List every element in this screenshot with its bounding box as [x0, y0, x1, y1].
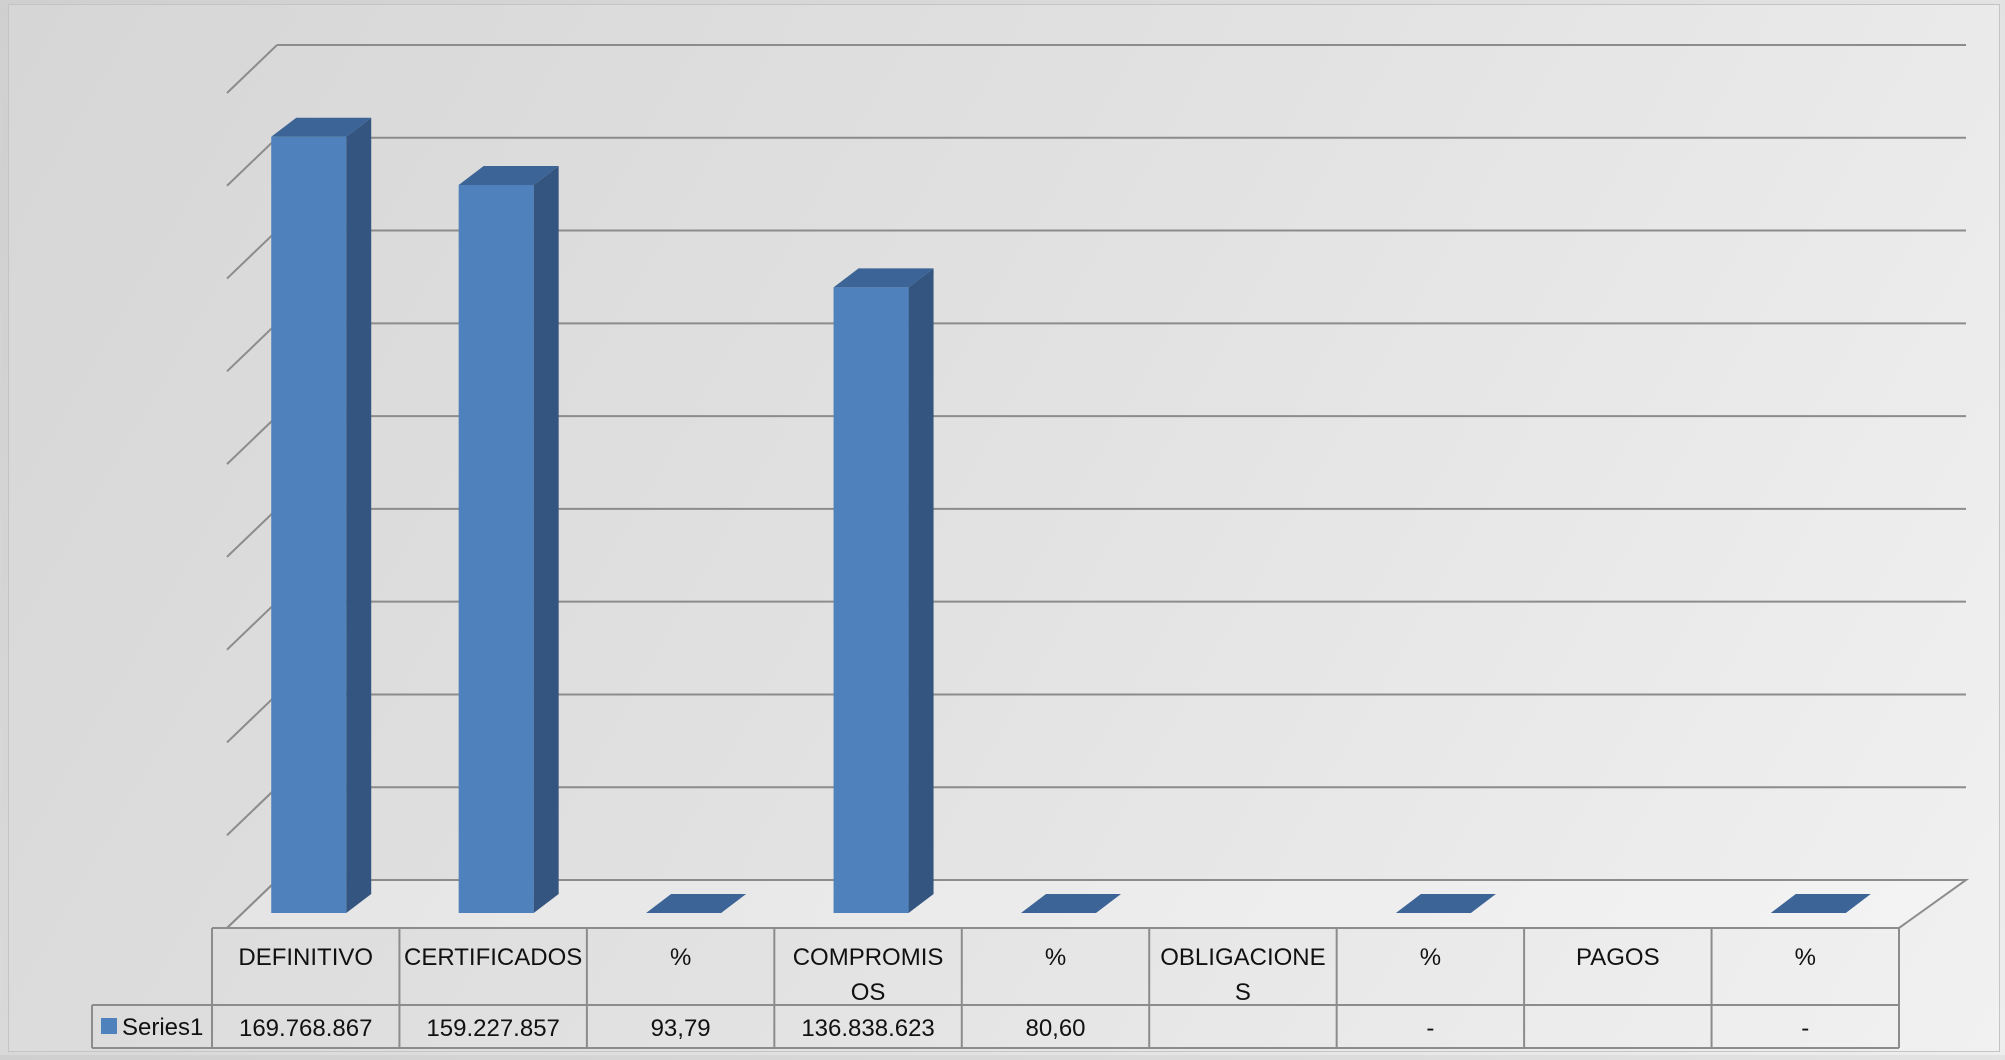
category-label: CERTIFICADOS: [404, 944, 582, 971]
category-label: %: [1045, 944, 1066, 971]
bar: [834, 268, 934, 913]
category-label: DEFINITIVO: [238, 944, 373, 971]
bar-side: [346, 118, 371, 913]
data-label: 93,79: [651, 1015, 711, 1042]
legend-key: [101, 1018, 117, 1034]
category-label: PAGOS: [1576, 944, 1660, 971]
category-label: %: [670, 944, 691, 971]
bar-side: [534, 166, 559, 913]
data-label: 169.768.867: [239, 1015, 372, 1042]
data-label: 136.838.623: [801, 1015, 934, 1042]
bar-front: [459, 185, 534, 913]
bar: [459, 166, 559, 913]
bar-front: [834, 287, 909, 913]
gridline-depth: [227, 231, 277, 279]
bar-front: [271, 137, 346, 913]
chart-area: DEFINITIVO CERTIFICADOS% COMPROMIS OS% OBLIG…: [8, 4, 2000, 1052]
bar: [271, 118, 371, 913]
gridline-depth: [227, 602, 277, 650]
category-label: COMPROMIS: [793, 944, 944, 971]
category-label: OS: [851, 979, 886, 1006]
gridline-depth: [227, 509, 277, 557]
category-label: %: [1420, 944, 1441, 971]
data-label: -: [1426, 1015, 1434, 1042]
data-label: 80,60: [1025, 1015, 1085, 1042]
bars: [271, 118, 1871, 913]
bar-side: [909, 268, 934, 913]
data-table: DEFINITIVO CERTIFICADOS% COMPROMIS OS% OBLIG…: [92, 928, 1899, 1048]
category-label: %: [1795, 944, 1816, 971]
gridline-depth: [227, 787, 277, 835]
category-label: S: [1235, 979, 1251, 1006]
data-label: -: [1801, 1015, 1809, 1042]
gridline-depth: [227, 45, 277, 93]
series-name: Series1: [122, 1014, 203, 1041]
gridline-depth: [227, 694, 277, 742]
data-label: 159.227.857: [426, 1015, 559, 1042]
gridline-depth: [227, 323, 277, 371]
gridline-depth: [227, 138, 277, 186]
gridline-depth: [227, 416, 277, 464]
category-label: OBLIGACIONE: [1160, 944, 1325, 971]
bar-chart-3d: DEFINITIVO CERTIFICADOS% COMPROMIS OS% OBLIG…: [9, 5, 2005, 1060]
